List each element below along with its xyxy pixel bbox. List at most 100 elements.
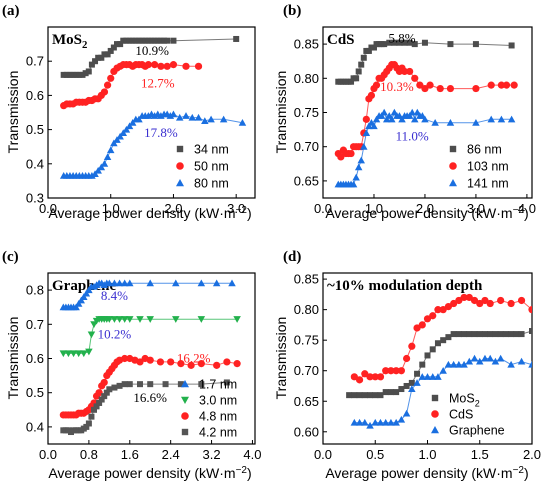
triangle-marker	[497, 115, 506, 123]
circle-marker	[392, 367, 400, 375]
circle-marker	[418, 321, 426, 329]
triangle-marker	[528, 360, 532, 368]
circle-marker	[502, 81, 511, 89]
y-tick-label: 0.6	[26, 351, 44, 366]
plot-area	[59, 279, 241, 436]
square-marker	[401, 39, 408, 46]
y-tick-label: 0.70	[294, 363, 319, 378]
square-marker	[396, 39, 403, 46]
triangle-marker	[146, 279, 154, 287]
square-marker	[431, 394, 439, 402]
triangle-marker	[201, 117, 209, 125]
circle-marker	[362, 115, 370, 123]
triangle-marker	[150, 112, 159, 119]
square-marker	[403, 382, 410, 389]
square-marker	[162, 381, 169, 388]
square-marker	[529, 328, 532, 335]
square-marker	[377, 392, 384, 399]
triangle-marker	[355, 418, 364, 426]
annotation-label: 17.8%	[144, 125, 178, 140]
triangle-marker	[197, 279, 206, 287]
square-marker	[126, 381, 133, 388]
triangle-marker	[449, 179, 457, 187]
circle-marker	[182, 62, 190, 70]
square-marker	[450, 331, 457, 338]
x-tick-label: 2.0	[523, 447, 541, 462]
y-tick-label: 0.85	[294, 272, 319, 287]
series	[59, 316, 241, 358]
circle-marker	[497, 296, 505, 305]
square-marker	[411, 41, 418, 48]
series	[335, 39, 515, 85]
y-tick-label: 0.6	[26, 88, 44, 103]
triangle-marker	[428, 373, 437, 380]
circle-marker	[376, 373, 385, 381]
triangle-down-marker	[64, 350, 73, 358]
square-marker	[147, 381, 154, 388]
triangle-marker	[481, 354, 489, 362]
square-marker	[126, 37, 133, 44]
triangle-marker	[423, 373, 432, 380]
triangle-marker	[444, 360, 453, 368]
circle-marker	[146, 356, 154, 364]
triangle-marker	[172, 279, 180, 287]
triangle-marker	[431, 426, 439, 434]
series	[59, 110, 247, 179]
square-marker	[472, 41, 479, 48]
legend-label: 50 nm	[194, 160, 229, 174]
x-tick-label: 3.0	[467, 201, 485, 216]
triangle-marker	[115, 279, 124, 287]
triangle-down-marker	[74, 350, 83, 358]
plot-frame	[47, 26, 256, 199]
x-tick-label: 2.4	[162, 447, 180, 462]
legend-label: MoS2	[449, 392, 480, 409]
triangle-marker	[405, 112, 414, 119]
circle-marker	[223, 358, 231, 366]
square-marker	[104, 51, 111, 58]
triangle-marker	[381, 418, 390, 426]
square-marker	[367, 392, 374, 399]
circle-marker	[460, 293, 468, 302]
triangle-marker	[194, 113, 203, 121]
square-marker	[233, 35, 240, 42]
circle-marker	[233, 360, 241, 368]
triangle-marker	[408, 385, 416, 393]
circle-marker	[406, 67, 414, 76]
circle-marker	[507, 299, 515, 308]
legend: 34 nm 50 nm 80 nm	[176, 143, 229, 191]
y-tick-label: 0.80	[294, 302, 319, 317]
triangle-marker	[100, 160, 109, 167]
x-tick-label: 1.0	[102, 201, 120, 216]
triangle-marker	[411, 115, 419, 123]
y-tick-label: 0.60	[294, 424, 319, 439]
triangle-marker	[360, 142, 368, 150]
series	[350, 293, 532, 384]
panel-label: (c)	[2, 249, 19, 265]
square-marker	[398, 386, 405, 393]
y-axis-label: Transmission	[273, 71, 289, 154]
square-marker	[406, 39, 413, 46]
square-marker	[92, 58, 99, 65]
square-marker	[370, 44, 377, 51]
triangle-down-marker	[85, 348, 93, 356]
triangle-marker	[135, 115, 143, 123]
circle-marker	[408, 342, 416, 350]
triangle-marker	[472, 119, 480, 126]
triangle-down-marker	[59, 350, 68, 358]
triangle-marker	[103, 153, 112, 160]
square-marker	[139, 37, 146, 44]
series	[334, 61, 518, 161]
square-marker	[419, 361, 426, 368]
triangle-marker	[105, 279, 114, 287]
triangle-marker	[97, 163, 106, 171]
triangle-marker	[413, 379, 421, 386]
circle-marker	[181, 412, 189, 420]
annotation-label: 8.4%	[101, 288, 128, 303]
annotation-label: 10.3%	[380, 79, 414, 94]
x-axis-label: Average power density (kW·m−2)	[48, 465, 251, 481]
circle-marker	[481, 296, 489, 305]
x-tick-label: 4.0	[243, 447, 261, 462]
x-tick-label: 0.0	[314, 201, 332, 216]
triangle-marker	[144, 112, 153, 119]
triangle-marker	[122, 125, 131, 133]
